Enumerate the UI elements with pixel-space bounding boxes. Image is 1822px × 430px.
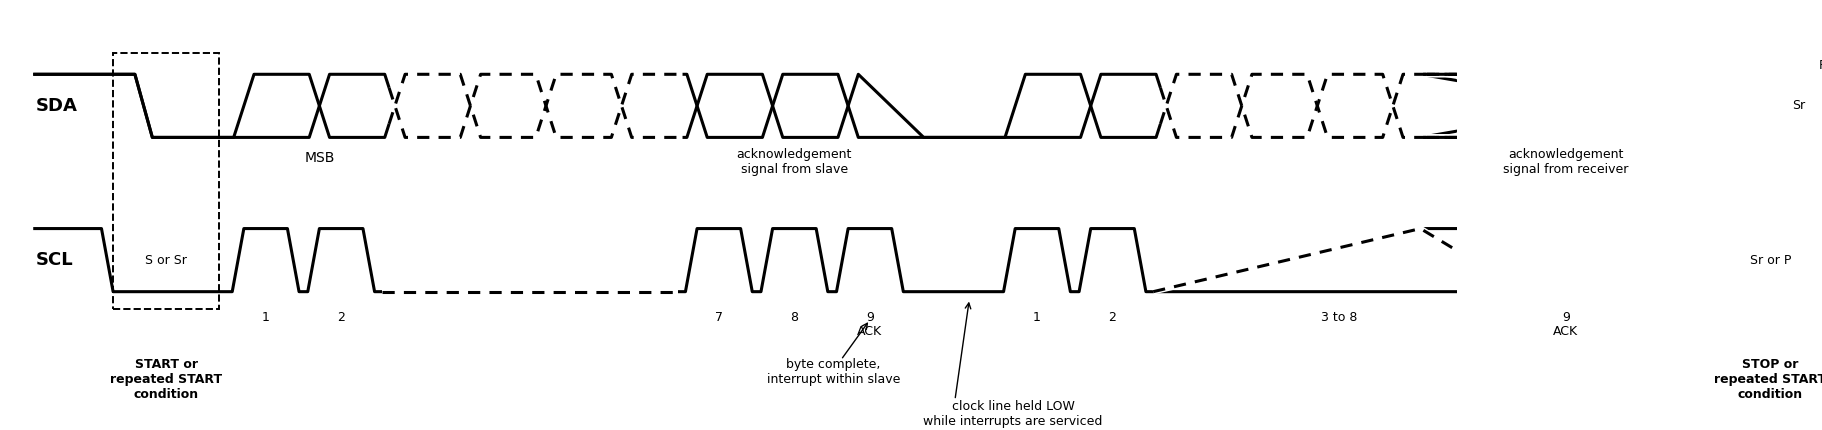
Text: SCL: SCL [36,251,73,269]
Text: acknowledgement
signal from slave: acknowledgement signal from slave [736,148,853,176]
Text: S or Sr: S or Sr [146,254,188,267]
Text: ACK: ACK [858,325,882,338]
Text: P: P [1818,58,1822,71]
Text: 3 to 8: 3 to 8 [1321,311,1357,324]
Text: clock line held LOW
while interrupts are serviced: clock line held LOW while interrupts are… [924,400,1102,428]
Text: acknowledgement
signal from receiver: acknowledgement signal from receiver [1503,148,1629,176]
Text: ACK: ACK [1552,325,1578,338]
Text: byte complete,
interrupt within slave: byte complete, interrupt within slave [767,358,900,386]
Text: Sr or P: Sr or P [1749,254,1791,267]
Text: 8: 8 [791,311,798,324]
Text: STOP or
repeated START
condition: STOP or repeated START condition [1715,358,1822,401]
Text: 7: 7 [714,311,723,324]
Text: MSB: MSB [304,151,335,166]
Text: SDA: SDA [36,97,78,115]
Text: 9: 9 [1561,311,1569,324]
Text: 9: 9 [865,311,875,324]
Text: 1: 1 [1033,311,1040,324]
Text: 2: 2 [1108,311,1117,324]
Text: 2: 2 [337,311,344,324]
Text: Sr: Sr [1793,99,1806,112]
Text: 1: 1 [262,311,270,324]
Text: START or
repeated START
condition: START or repeated START condition [109,358,222,401]
